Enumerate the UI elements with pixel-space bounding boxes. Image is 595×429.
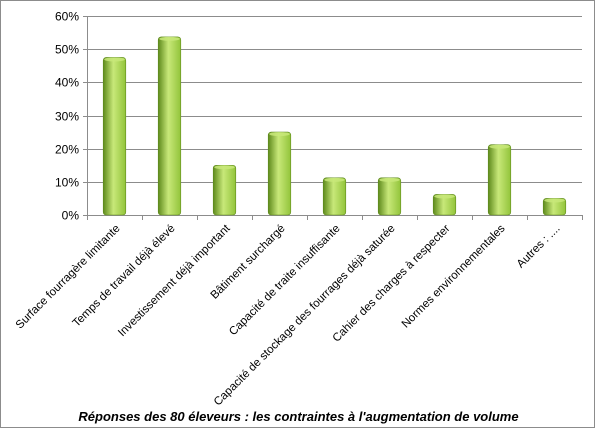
x-tick-label: Autres : .... bbox=[515, 223, 563, 271]
bars bbox=[102, 36, 567, 216]
bar-top-highlight bbox=[269, 132, 290, 137]
y-tick-labels: 0% 10% 20% 30% 40% 50% 60% bbox=[55, 10, 79, 223]
bar bbox=[377, 177, 402, 216]
y-tick-label: 50% bbox=[55, 43, 79, 57]
bar-top-highlight bbox=[489, 144, 510, 149]
bar-top-highlight bbox=[104, 57, 125, 62]
bar bbox=[487, 144, 512, 216]
bar-top-highlight bbox=[159, 36, 180, 41]
x-tick-label: Cahier des charges à respecter bbox=[331, 223, 453, 345]
bar bbox=[212, 164, 237, 216]
y-tick-label: 0% bbox=[62, 209, 80, 223]
y-tick-label: 40% bbox=[55, 76, 79, 90]
bar-top-highlight bbox=[324, 177, 345, 182]
x-tick-label: Investissement déjà important bbox=[116, 222, 233, 339]
bar bbox=[102, 57, 127, 216]
y-tick-label: 60% bbox=[55, 10, 79, 24]
x-tick-label: Normes environnementales bbox=[400, 222, 508, 330]
bar bbox=[322, 177, 347, 216]
x-tick-label: Capacité de traite insuffisante bbox=[227, 223, 342, 338]
y-tick-label: 20% bbox=[55, 143, 79, 157]
axes bbox=[83, 16, 583, 220]
bar-top-highlight bbox=[544, 198, 565, 203]
bar-top-highlight bbox=[214, 165, 235, 170]
x-tick-label: Temps de travail déjà élevé bbox=[71, 223, 178, 330]
bar bbox=[267, 131, 292, 216]
x-tick-label: Surface fourragère limitante bbox=[14, 223, 123, 332]
bar-top-highlight bbox=[379, 177, 400, 182]
y-tick-label: 30% bbox=[55, 110, 79, 124]
y-tick-label: 10% bbox=[55, 176, 79, 190]
bar bbox=[157, 36, 182, 216]
x-tick-label: Capacité de stockage des fourrages déjà … bbox=[212, 223, 398, 409]
chart-caption: Réponses des 80 éleveurs : les contraint… bbox=[78, 409, 519, 424]
bar-top-highlight bbox=[434, 194, 455, 199]
